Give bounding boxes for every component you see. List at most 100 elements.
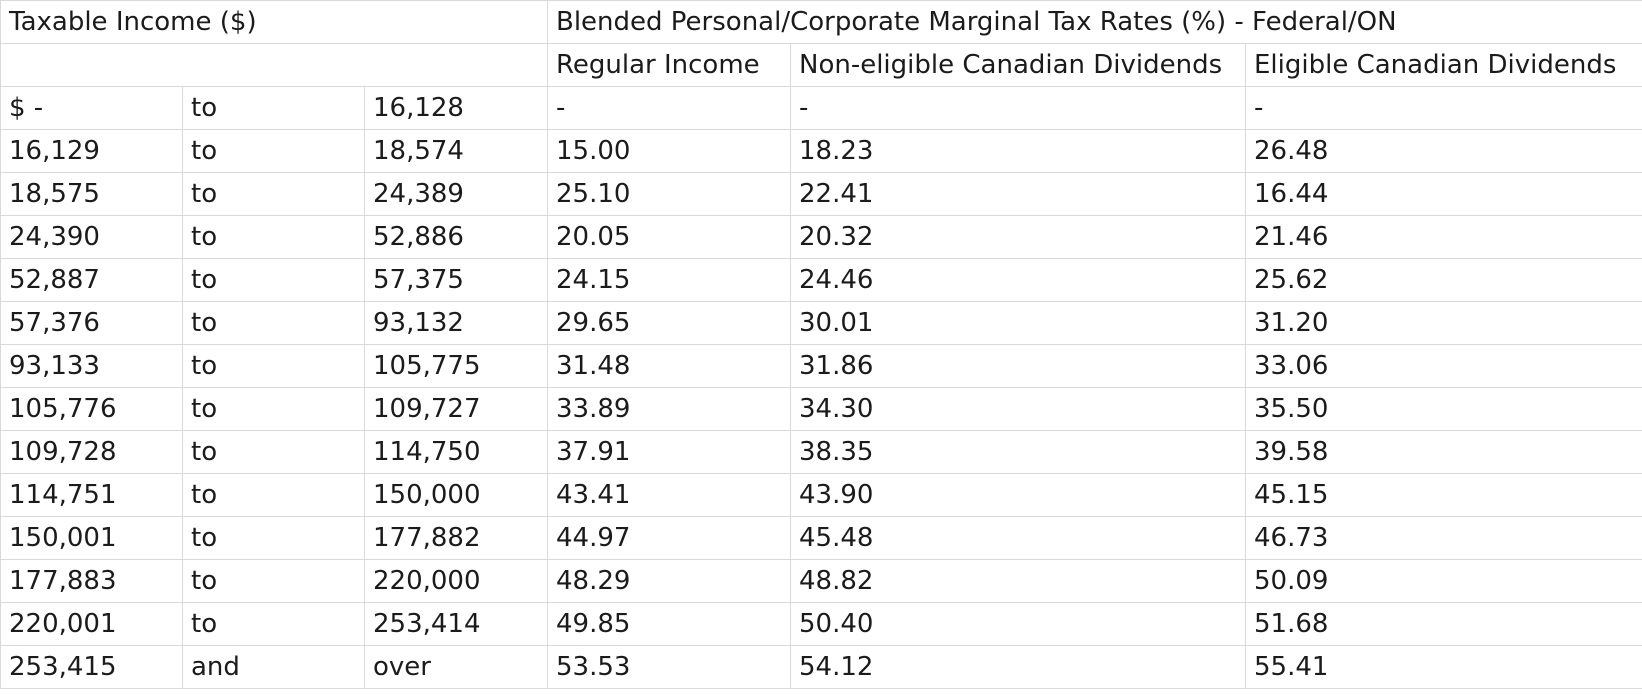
eligible-dividend-rate-cell[interactable]: 39.58	[1245, 430, 1642, 474]
income-from-cell[interactable]: 18,575	[0, 172, 183, 216]
regular-income-rate-cell[interactable]: 24.15	[547, 258, 791, 302]
non-eligible-dividend-rate-cell[interactable]: 34.30	[790, 387, 1246, 431]
income-to-cell[interactable]: 105,775	[364, 344, 548, 388]
table-row: 18,575 to 24,389 25.10 22.41 16.44	[0, 172, 1642, 216]
non-eligible-dividend-rate-cell[interactable]: 38.35	[790, 430, 1246, 474]
non-eligible-dividend-rate-cell[interactable]: 54.12	[790, 645, 1246, 689]
regular-income-rate-cell[interactable]: 49.85	[547, 602, 791, 646]
non-eligible-dividend-rate-cell[interactable]: 22.41	[790, 172, 1246, 216]
non-eligible-dividend-rate-cell[interactable]: 50.40	[790, 602, 1246, 646]
table-row: 109,728 to 114,750 37.91 38.35 39.58	[0, 430, 1642, 474]
eligible-dividend-rate-cell[interactable]: -	[1245, 86, 1642, 130]
regular-income-rate-cell[interactable]: 37.91	[547, 430, 791, 474]
regular-income-rate-cell[interactable]: 53.53	[547, 645, 791, 689]
range-separator-cell[interactable]: to	[182, 344, 365, 388]
header-row-2: Regular Income Non-eligible Canadian Div…	[0, 43, 1642, 87]
eligible-dividend-rate-cell[interactable]: 16.44	[1245, 172, 1642, 216]
regular-income-rate-cell[interactable]: 44.97	[547, 516, 791, 560]
income-from-cell[interactable]: $ -	[0, 86, 183, 130]
regular-income-rate-cell[interactable]: 43.41	[547, 473, 791, 517]
eligible-dividend-rate-cell[interactable]: 26.48	[1245, 129, 1642, 173]
table-row: $ - to 16,128- - -	[0, 86, 1642, 130]
income-to-cell[interactable]: 109,727	[364, 387, 548, 431]
income-from-cell[interactable]: 24,390	[0, 215, 183, 259]
eligible-dividend-rate-cell[interactable]: 21.46	[1245, 215, 1642, 259]
empty-header-cell[interactable]	[0, 43, 548, 87]
non-eligible-dividend-rate-cell[interactable]: -	[790, 86, 1246, 130]
eligible-dividend-rate-cell[interactable]: 31.20	[1245, 301, 1642, 345]
eligible-dividend-rate-cell[interactable]: 55.41	[1245, 645, 1642, 689]
income-from-cell[interactable]: 109,728	[0, 430, 183, 474]
non-eligible-dividend-rate-cell[interactable]: 24.46	[790, 258, 1246, 302]
taxable-income-header[interactable]: Taxable Income ($)	[0, 0, 548, 44]
range-separator-cell[interactable]: to	[182, 86, 365, 130]
non-eligible-dividend-rate-cell[interactable]: 43.90	[790, 473, 1246, 517]
income-to-cell[interactable]: 57,375	[364, 258, 548, 302]
regular-income-rate-cell[interactable]: 29.65	[547, 301, 791, 345]
non-eligible-dividend-rate-cell[interactable]: 30.01	[790, 301, 1246, 345]
range-separator-cell[interactable]: to	[182, 602, 365, 646]
regular-income-rate-cell[interactable]: 15.00	[547, 129, 791, 173]
eligible-dividend-rate-cell[interactable]: 25.62	[1245, 258, 1642, 302]
eligible-dividend-rate-cell[interactable]: 45.15	[1245, 473, 1642, 517]
range-separator-cell[interactable]: and	[182, 645, 365, 689]
non-eligible-dividends-header[interactable]: Non-eligible Canadian Dividends	[790, 43, 1246, 87]
marginal-rates-header[interactable]: Blended Personal/Corporate Marginal Tax …	[547, 0, 1642, 44]
income-from-cell[interactable]: 114,751	[0, 473, 183, 517]
income-from-cell[interactable]: 52,887	[0, 258, 183, 302]
regular-income-rate-cell[interactable]: 25.10	[547, 172, 791, 216]
non-eligible-dividend-rate-cell[interactable]: 48.82	[790, 559, 1246, 603]
eligible-dividend-rate-cell[interactable]: 50.09	[1245, 559, 1642, 603]
regular-income-header[interactable]: Regular Income	[547, 43, 791, 87]
income-from-cell[interactable]: 57,376	[0, 301, 183, 345]
income-to-cell[interactable]: 253,414	[364, 602, 548, 646]
income-from-cell[interactable]: 16,129	[0, 129, 183, 173]
range-separator-cell[interactable]: to	[182, 516, 365, 560]
non-eligible-dividend-rate-cell[interactable]: 45.48	[790, 516, 1246, 560]
table-row: 253,415 and over 53.53 54.12 55.41	[0, 645, 1642, 689]
range-separator-cell[interactable]: to	[182, 430, 365, 474]
income-from-cell[interactable]: 93,133	[0, 344, 183, 388]
eligible-dividend-rate-cell[interactable]: 51.68	[1245, 602, 1642, 646]
range-separator-cell[interactable]: to	[182, 129, 365, 173]
income-to-cell[interactable]: 177,882	[364, 516, 548, 560]
table-row: 16,129 to 18,574 15.00 18.23 26.48	[0, 129, 1642, 173]
table-row: 105,776 to 109,727 33.89 34.30 35.50	[0, 387, 1642, 431]
eligible-dividends-header[interactable]: Eligible Canadian Dividends	[1245, 43, 1642, 87]
table-row: 177,883 to 220,000 48.29 48.82 50.09	[0, 559, 1642, 603]
eligible-dividend-rate-cell[interactable]: 33.06	[1245, 344, 1642, 388]
income-to-cell[interactable]: 16,128	[364, 86, 548, 130]
regular-income-rate-cell[interactable]: 20.05	[547, 215, 791, 259]
income-from-cell[interactable]: 177,883	[0, 559, 183, 603]
range-separator-cell[interactable]: to	[182, 473, 365, 517]
income-to-cell[interactable]: 18,574	[364, 129, 548, 173]
non-eligible-dividend-rate-cell[interactable]: 31.86	[790, 344, 1246, 388]
income-to-cell[interactable]: 114,750	[364, 430, 548, 474]
range-separator-cell[interactable]: to	[182, 258, 365, 302]
income-to-cell[interactable]: over	[364, 645, 548, 689]
range-separator-cell[interactable]: to	[182, 301, 365, 345]
range-separator-cell[interactable]: to	[182, 387, 365, 431]
eligible-dividend-rate-cell[interactable]: 35.50	[1245, 387, 1642, 431]
income-from-cell[interactable]: 105,776	[0, 387, 183, 431]
range-separator-cell[interactable]: to	[182, 215, 365, 259]
regular-income-rate-cell[interactable]: 33.89	[547, 387, 791, 431]
income-from-cell[interactable]: 220,001	[0, 602, 183, 646]
eligible-dividend-rate-cell[interactable]: 46.73	[1245, 516, 1642, 560]
income-to-cell[interactable]: 220,000	[364, 559, 548, 603]
range-separator-cell[interactable]: to	[182, 172, 365, 216]
income-to-cell[interactable]: 93,132	[364, 301, 548, 345]
range-separator-cell[interactable]: to	[182, 559, 365, 603]
income-to-cell[interactable]: 150,000	[364, 473, 548, 517]
table-row: 220,001 to 253,414 49.85 50.40 51.68	[0, 602, 1642, 646]
income-from-cell[interactable]: 150,001	[0, 516, 183, 560]
regular-income-rate-cell[interactable]: 48.29	[547, 559, 791, 603]
regular-income-rate-cell[interactable]: 31.48	[547, 344, 791, 388]
income-to-cell[interactable]: 24,389	[364, 172, 548, 216]
non-eligible-dividend-rate-cell[interactable]: 18.23	[790, 129, 1246, 173]
income-to-cell[interactable]: 52,886	[364, 215, 548, 259]
income-from-cell[interactable]: 253,415	[0, 645, 183, 689]
non-eligible-dividend-rate-cell[interactable]: 20.32	[790, 215, 1246, 259]
regular-income-rate-cell[interactable]: -	[547, 86, 791, 130]
